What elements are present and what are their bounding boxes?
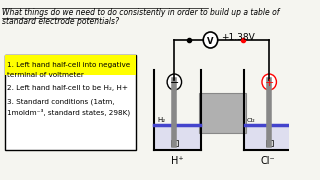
Text: V: V bbox=[207, 37, 214, 46]
FancyBboxPatch shape bbox=[245, 125, 290, 149]
Text: 1moldm⁻³, standard states, 298K): 1moldm⁻³, standard states, 298K) bbox=[7, 108, 130, 116]
FancyBboxPatch shape bbox=[171, 140, 178, 146]
Text: Cl₂: Cl₂ bbox=[247, 118, 255, 123]
Text: What things do we need to do consistently in order to build up a table of: What things do we need to do consistentl… bbox=[2, 8, 279, 17]
Text: 1. Left hand half-cell into negative: 1. Left hand half-cell into negative bbox=[7, 62, 131, 68]
FancyBboxPatch shape bbox=[155, 125, 200, 149]
Text: Cl⁻: Cl⁻ bbox=[260, 156, 275, 166]
Text: terminal of voltmeter: terminal of voltmeter bbox=[7, 72, 84, 78]
Text: +1.38V: +1.38V bbox=[221, 33, 255, 42]
Text: 2. Left hand half-cell to be H₂, H+: 2. Left hand half-cell to be H₂, H+ bbox=[7, 85, 128, 91]
Text: H⁺: H⁺ bbox=[171, 156, 183, 166]
FancyBboxPatch shape bbox=[4, 55, 135, 150]
Text: −: − bbox=[170, 78, 179, 88]
FancyBboxPatch shape bbox=[199, 93, 246, 133]
Text: 3. Standard conditions (1atm,: 3. Standard conditions (1atm, bbox=[7, 98, 115, 105]
Circle shape bbox=[167, 74, 181, 90]
Text: standard electrode potentials?: standard electrode potentials? bbox=[2, 17, 119, 26]
Circle shape bbox=[262, 74, 276, 90]
Text: +: + bbox=[265, 78, 274, 88]
Text: H₂: H₂ bbox=[157, 117, 165, 123]
FancyBboxPatch shape bbox=[4, 55, 135, 75]
Circle shape bbox=[203, 32, 218, 48]
FancyBboxPatch shape bbox=[266, 140, 273, 146]
